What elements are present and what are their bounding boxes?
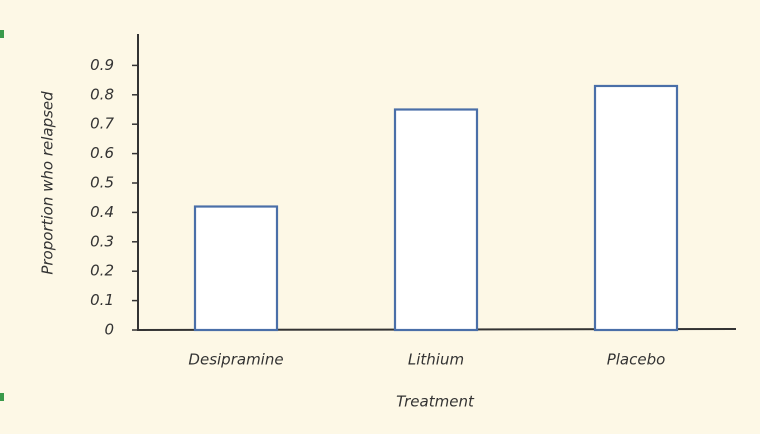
x-tick-label: Desipramine bbox=[188, 351, 283, 369]
bar bbox=[193, 205, 279, 332]
y-tick-label: 0.7 bbox=[90, 115, 114, 133]
x-tick-label: Placebo bbox=[607, 351, 666, 369]
y-tick-label: 0.1 bbox=[90, 291, 114, 309]
marker bbox=[0, 30, 4, 38]
y-tick-label: 0.4 bbox=[90, 203, 114, 221]
x-tick-label: Lithium bbox=[408, 351, 464, 369]
y-tick-label: 0.6 bbox=[90, 144, 114, 162]
y-tick-label: 0.8 bbox=[90, 85, 114, 103]
y-axis-label: Proportion who relapsed bbox=[39, 91, 57, 275]
y-tick-label: 0 bbox=[104, 321, 114, 339]
marker bbox=[0, 393, 4, 401]
y-tick-label: 0.5 bbox=[90, 174, 114, 192]
bar bbox=[593, 84, 679, 332]
x-axis-label: Treatment bbox=[396, 393, 475, 411]
y-tick-label: 0.3 bbox=[90, 232, 114, 250]
y-tick-label: 0.2 bbox=[90, 262, 114, 280]
bar bbox=[393, 108, 479, 332]
y-tick-label: 0.9 bbox=[90, 56, 114, 74]
